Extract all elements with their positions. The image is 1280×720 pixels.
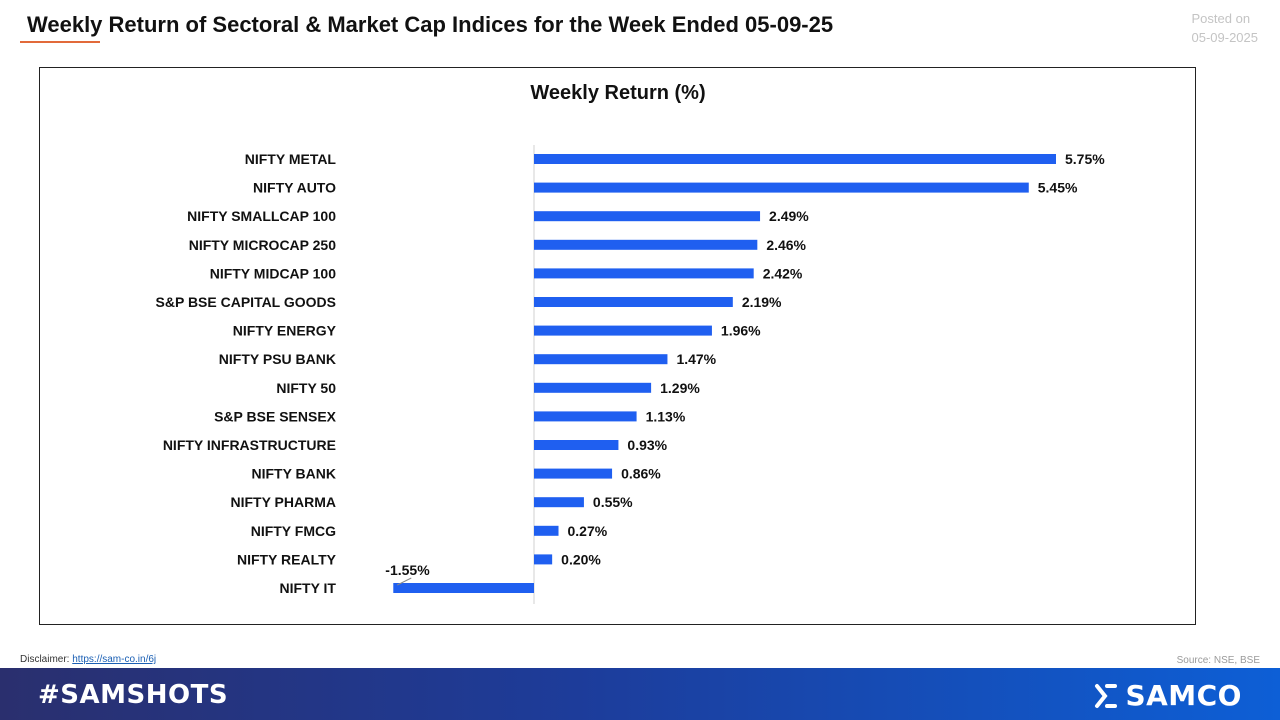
bar bbox=[534, 268, 754, 279]
hashtag-label: #SAMSHOTS bbox=[38, 680, 229, 710]
category-label: NIFTY ENERGY bbox=[233, 323, 337, 339]
data-label: 1.47% bbox=[676, 351, 716, 367]
data-label: 1.13% bbox=[646, 408, 686, 424]
data-label: 5.75% bbox=[1065, 151, 1105, 167]
data-label: 0.55% bbox=[593, 494, 633, 510]
disclaimer-label: Disclaimer: bbox=[20, 654, 70, 665]
page-title: Weekly Return of Sectoral & Market Cap I… bbox=[27, 12, 834, 37]
category-label: NIFTY BANK bbox=[251, 466, 336, 482]
bar bbox=[534, 497, 584, 508]
category-label: NIFTY INFRASTRUCTURE bbox=[163, 437, 336, 453]
bar bbox=[393, 583, 534, 593]
data-label: 5.45% bbox=[1038, 180, 1078, 196]
weekly-return-chart: Weekly Return (%) NIFTY METAL 5.75% NIFTY … bbox=[156, 82, 1105, 604]
bar bbox=[534, 354, 668, 365]
bar bbox=[534, 325, 712, 336]
bar bbox=[534, 468, 613, 479]
category-label: NIFTY MIDCAP 100 bbox=[210, 265, 337, 281]
footer-banner: #SAMSHOTS SAMCO bbox=[0, 668, 1280, 720]
data-label: 0.86% bbox=[621, 466, 661, 482]
category-label: NIFTY PHARMA bbox=[230, 494, 336, 510]
category-label: NIFTY 50 bbox=[276, 380, 336, 396]
bar bbox=[534, 411, 637, 422]
category-label: NIFTY PSU BANK bbox=[219, 351, 336, 367]
category-label: NIFTY SMALLCAP 100 bbox=[187, 208, 336, 224]
category-label: NIFTY METAL bbox=[245, 151, 337, 167]
category-label: S&P BSE CAPITAL GOODS bbox=[156, 294, 336, 310]
data-label: 0.93% bbox=[627, 437, 667, 453]
bar bbox=[534, 440, 619, 450]
category-label: S&P BSE SENSEX bbox=[214, 408, 337, 424]
bar bbox=[534, 554, 553, 565]
title-underline bbox=[20, 41, 100, 43]
brand-name: SAMCO bbox=[1125, 679, 1242, 712]
posted-date: 05-09-2025 bbox=[1191, 30, 1259, 45]
brand-logo: SAMCO bbox=[1091, 679, 1242, 712]
category-label: NIFTY FMCG bbox=[251, 523, 336, 539]
data-label: -1.55% bbox=[385, 562, 430, 578]
bar bbox=[534, 154, 1056, 164]
data-label: 2.49% bbox=[769, 208, 809, 224]
category-label: NIFTY MICROCAP 250 bbox=[189, 237, 337, 253]
bar bbox=[534, 182, 1029, 193]
category-label: NIFTY AUTO bbox=[253, 180, 336, 196]
bar bbox=[534, 382, 652, 393]
data-label: 2.42% bbox=[763, 265, 803, 281]
bar bbox=[534, 525, 559, 536]
posted-label: Posted on bbox=[1191, 11, 1251, 26]
data-label: 0.27% bbox=[568, 523, 608, 539]
chart-frame: Weekly Return (%) NIFTY METAL 5.75% NIFTY … bbox=[39, 67, 1196, 625]
posted-info: Posted on 05-09-2025 bbox=[1192, 9, 1259, 47]
data-label: 2.46% bbox=[766, 237, 806, 253]
label-leader-line bbox=[397, 577, 412, 586]
category-label: NIFTY REALTY bbox=[237, 551, 337, 567]
bar bbox=[534, 211, 761, 222]
data-label: 0.20% bbox=[561, 551, 601, 567]
disclaimer: Disclaimer: https://sam-co.in/6j bbox=[20, 654, 156, 665]
disclaimer-link[interactable]: https://sam-co.in/6j bbox=[72, 654, 157, 665]
samco-logo-icon bbox=[1095, 683, 1118, 708]
data-label: 1.29% bbox=[660, 380, 700, 396]
category-label: NIFTY IT bbox=[279, 580, 336, 596]
bar bbox=[534, 239, 758, 250]
chart-title: Weekly Return (%) bbox=[530, 82, 705, 104]
data-label: 1.96% bbox=[721, 323, 761, 339]
bar bbox=[534, 297, 733, 307]
data-label: 2.19% bbox=[742, 294, 782, 310]
source-note: Source: NSE, BSE bbox=[1176, 655, 1260, 666]
